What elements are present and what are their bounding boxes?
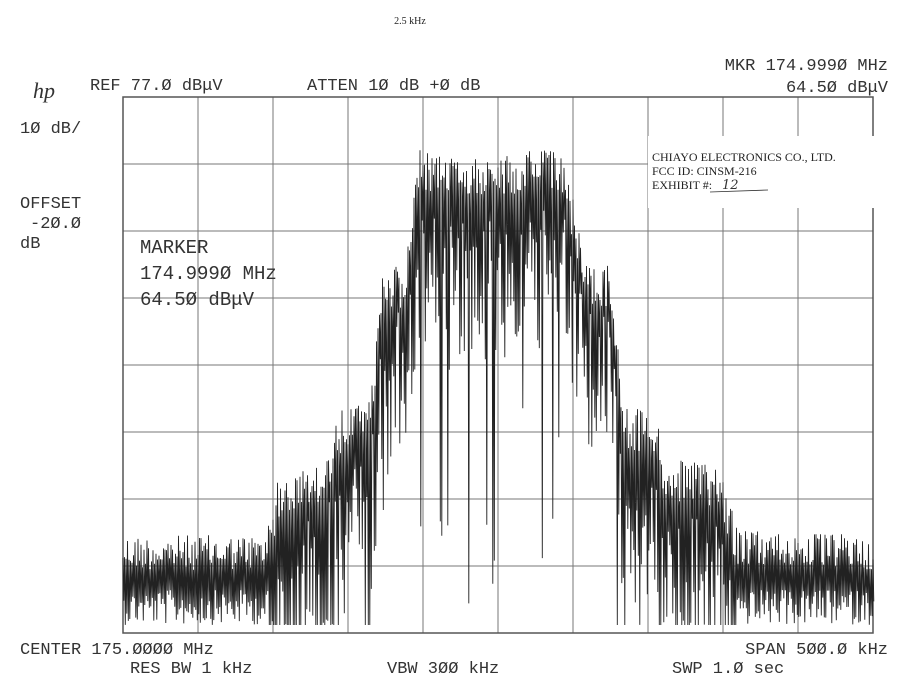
logo: hp — [33, 78, 55, 103]
note: 2.5 kHz — [394, 16, 426, 27]
offset-unit: dB — [20, 235, 40, 254]
stamp-box — [648, 136, 876, 208]
marker-box-frequency: 174.999Ø MHz — [140, 263, 277, 285]
video-bandwidth: VBW 3ØØ kHz — [387, 660, 499, 679]
stamp-exhibit: EXHIBIT #: — [652, 178, 712, 192]
scale: 1Ø dB/ — [20, 120, 81, 139]
offset-label: OFFSET — [20, 195, 81, 214]
marker-title: MARKER — [140, 237, 208, 259]
marker-frequency: MKR 174.999Ø MHz — [725, 57, 888, 76]
marker-level: 64.5Ø dBμV — [786, 79, 889, 98]
stamp-exhibit-number: 12 — [722, 178, 739, 193]
ref-level: REF 77.Ø dBμV — [90, 77, 223, 96]
frame — [122, 96, 874, 634]
stamp-fcc-id: FCC ID: CINSM-216 — [652, 164, 757, 178]
attenuation: ATTEN 1Ø dB +Ø dB — [307, 77, 480, 96]
stamp-underline — [709, 189, 769, 193]
center-frequency: CENTER 175.ØØØØ MHz — [20, 641, 214, 660]
stamp-company: CHIAYO ELECTRONICS CO., LTD. — [652, 150, 836, 164]
span: SPAN 5ØØ.Ø kHz — [745, 641, 888, 660]
offset-value: -2Ø.Ø — [30, 215, 81, 234]
marker-box-level: 64.5Ø dBμV — [140, 289, 255, 311]
trace — [122, 150, 875, 626]
resolution-bandwidth: RES BW 1 kHz — [130, 660, 252, 679]
sweep-time: SWP 1.Ø sec — [672, 660, 784, 679]
